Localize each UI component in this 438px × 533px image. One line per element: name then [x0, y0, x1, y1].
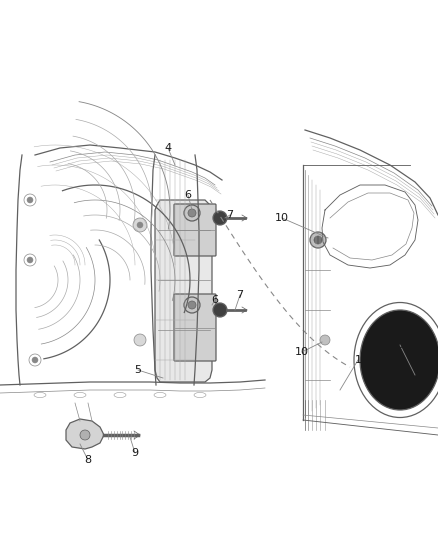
- Circle shape: [188, 209, 196, 217]
- Circle shape: [184, 205, 200, 221]
- Ellipse shape: [360, 310, 438, 410]
- Circle shape: [80, 430, 90, 440]
- Text: 6: 6: [212, 295, 219, 305]
- Text: 10: 10: [275, 213, 289, 223]
- Circle shape: [24, 194, 36, 206]
- FancyBboxPatch shape: [174, 204, 216, 256]
- Circle shape: [32, 357, 38, 363]
- FancyBboxPatch shape: [174, 294, 216, 361]
- Circle shape: [314, 236, 322, 244]
- Ellipse shape: [114, 392, 126, 398]
- Circle shape: [24, 254, 36, 266]
- Circle shape: [27, 257, 33, 263]
- Circle shape: [320, 335, 330, 345]
- Circle shape: [184, 297, 200, 313]
- Circle shape: [310, 232, 326, 248]
- Text: 7: 7: [226, 210, 233, 220]
- Circle shape: [134, 334, 146, 346]
- Circle shape: [188, 301, 196, 309]
- Text: 9: 9: [131, 448, 138, 458]
- Text: 10: 10: [295, 347, 309, 357]
- Text: 6: 6: [184, 190, 191, 200]
- Text: 3: 3: [396, 340, 403, 350]
- Circle shape: [137, 222, 143, 228]
- Polygon shape: [155, 200, 212, 382]
- Circle shape: [213, 211, 227, 225]
- Ellipse shape: [34, 392, 46, 398]
- Circle shape: [133, 218, 147, 232]
- Circle shape: [29, 354, 41, 366]
- Text: 8: 8: [85, 455, 92, 465]
- Ellipse shape: [74, 392, 86, 398]
- Circle shape: [213, 303, 227, 317]
- Polygon shape: [66, 419, 104, 449]
- Text: 5: 5: [134, 365, 141, 375]
- Ellipse shape: [154, 392, 166, 398]
- Ellipse shape: [194, 392, 206, 398]
- Text: 7: 7: [237, 290, 244, 300]
- Text: 4: 4: [164, 143, 172, 153]
- Circle shape: [27, 197, 33, 203]
- Text: 1: 1: [354, 355, 361, 365]
